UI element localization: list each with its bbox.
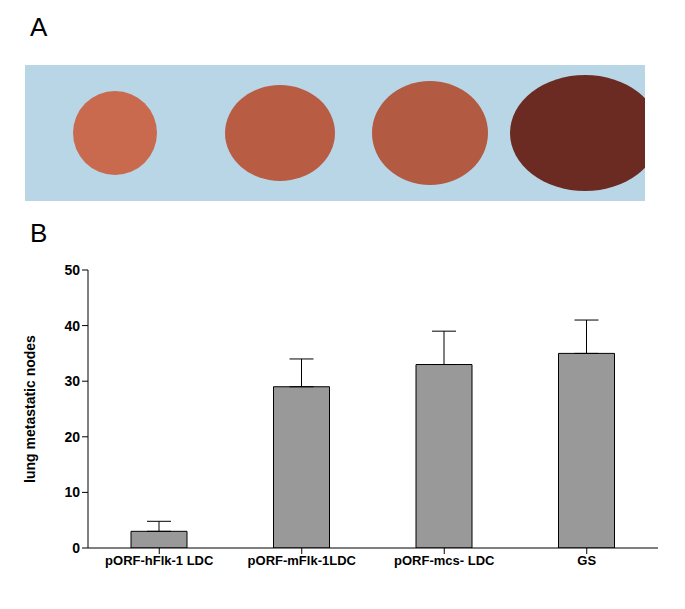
svg-text:pORF-mFlk-1LDC: pORF-mFlk-1LDC: [248, 553, 357, 568]
svg-text:50: 50: [64, 262, 80, 278]
svg-text:10: 10: [64, 484, 80, 500]
svg-text:40: 40: [64, 318, 80, 334]
svg-text:30: 30: [64, 373, 80, 389]
svg-text:lung metastatic nodes: lung metastatic nodes: [22, 335, 38, 483]
svg-text:GS: GS: [577, 553, 596, 568]
svg-text:pORF-mcs- LDC: pORF-mcs- LDC: [394, 553, 495, 568]
svg-text:pORF-hFlk-1 LDC: pORF-hFlk-1 LDC: [105, 553, 214, 568]
html-text:A: A: [30, 12, 48, 42]
svg-text:0: 0: [72, 540, 80, 556]
html-text:B: B: [30, 218, 48, 248]
svg-text:20: 20: [64, 429, 80, 445]
